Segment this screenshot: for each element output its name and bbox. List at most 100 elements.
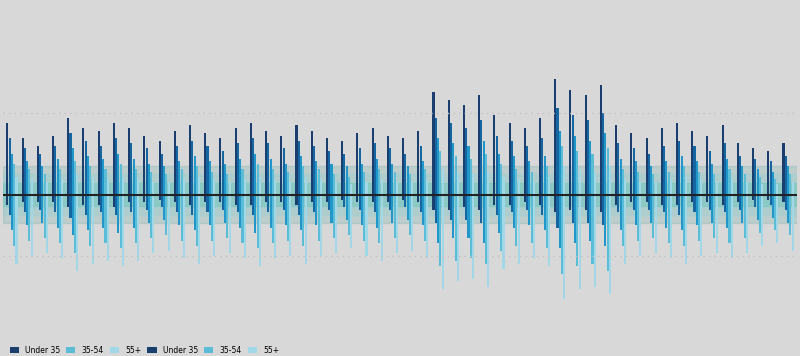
- Bar: [287, 172, 289, 194]
- Bar: [615, 194, 617, 205]
- Bar: [287, 194, 289, 241]
- Bar: [326, 138, 328, 194]
- Bar: [13, 194, 15, 246]
- Bar: [618, 194, 619, 213]
- Bar: [470, 194, 472, 258]
- Bar: [130, 143, 133, 194]
- Bar: [652, 174, 654, 194]
- Bar: [39, 194, 41, 210]
- Bar: [189, 125, 191, 194]
- Bar: [254, 153, 257, 194]
- Bar: [448, 194, 450, 210]
- Bar: [259, 194, 261, 266]
- Bar: [511, 141, 513, 194]
- Bar: [563, 166, 566, 194]
- Bar: [572, 194, 574, 222]
- Bar: [61, 194, 63, 258]
- Bar: [166, 194, 167, 235]
- Bar: [761, 194, 763, 246]
- Bar: [450, 194, 452, 220]
- Bar: [163, 194, 165, 220]
- Bar: [394, 172, 396, 194]
- Bar: [452, 143, 454, 194]
- Bar: [482, 194, 485, 243]
- Bar: [11, 153, 13, 194]
- Bar: [366, 182, 367, 194]
- Bar: [696, 161, 698, 194]
- Bar: [418, 194, 419, 202]
- Bar: [211, 172, 213, 194]
- Bar: [691, 131, 694, 194]
- Bar: [790, 194, 791, 235]
- Bar: [426, 179, 429, 194]
- Bar: [176, 146, 178, 194]
- Bar: [691, 194, 694, 202]
- Bar: [442, 194, 444, 289]
- Bar: [694, 194, 695, 213]
- Bar: [333, 194, 335, 238]
- Bar: [722, 194, 724, 205]
- Bar: [128, 128, 130, 194]
- Bar: [422, 194, 424, 225]
- Bar: [341, 194, 343, 200]
- Bar: [790, 174, 791, 194]
- Bar: [502, 194, 505, 269]
- Bar: [772, 172, 774, 194]
- Bar: [128, 194, 130, 202]
- Bar: [313, 194, 315, 213]
- Bar: [557, 194, 558, 228]
- Bar: [120, 194, 122, 248]
- Bar: [206, 194, 209, 213]
- Bar: [637, 172, 639, 194]
- Bar: [358, 194, 361, 210]
- Bar: [737, 143, 739, 194]
- Bar: [620, 159, 622, 194]
- Bar: [72, 194, 74, 235]
- Bar: [198, 194, 200, 263]
- Bar: [282, 194, 285, 210]
- Bar: [158, 141, 161, 194]
- Bar: [153, 194, 154, 253]
- Bar: [350, 184, 352, 194]
- Bar: [478, 194, 480, 210]
- Bar: [700, 179, 702, 194]
- Bar: [513, 194, 515, 228]
- Bar: [472, 194, 474, 279]
- Bar: [181, 169, 182, 194]
- Bar: [138, 194, 139, 261]
- Bar: [737, 194, 739, 202]
- Bar: [594, 172, 596, 194]
- Bar: [622, 194, 624, 246]
- Bar: [639, 194, 642, 256]
- Bar: [463, 194, 465, 207]
- Bar: [770, 194, 772, 205]
- Bar: [561, 146, 563, 194]
- Bar: [578, 194, 581, 289]
- Bar: [742, 166, 743, 194]
- Bar: [630, 133, 632, 194]
- Bar: [219, 138, 222, 194]
- Bar: [685, 194, 687, 263]
- Bar: [57, 159, 58, 194]
- Bar: [22, 194, 23, 202]
- Bar: [2, 174, 798, 215]
- Bar: [711, 194, 713, 222]
- Bar: [396, 194, 398, 253]
- Bar: [667, 172, 670, 194]
- Bar: [439, 151, 442, 194]
- Bar: [661, 128, 662, 194]
- Bar: [654, 182, 657, 194]
- Bar: [11, 194, 13, 230]
- Bar: [594, 194, 596, 287]
- Bar: [90, 194, 91, 246]
- Bar: [528, 194, 530, 225]
- Bar: [166, 174, 167, 194]
- Bar: [757, 194, 758, 220]
- Bar: [681, 156, 682, 194]
- Bar: [252, 194, 254, 215]
- Legend: Under 35, 35-54, 55+, Under 35, 35-54, 55+: Under 35, 35-54, 55+, Under 35, 35-54, 5…: [6, 343, 282, 356]
- Bar: [143, 194, 146, 202]
- Bar: [346, 166, 348, 194]
- Bar: [767, 194, 770, 200]
- Bar: [226, 194, 228, 238]
